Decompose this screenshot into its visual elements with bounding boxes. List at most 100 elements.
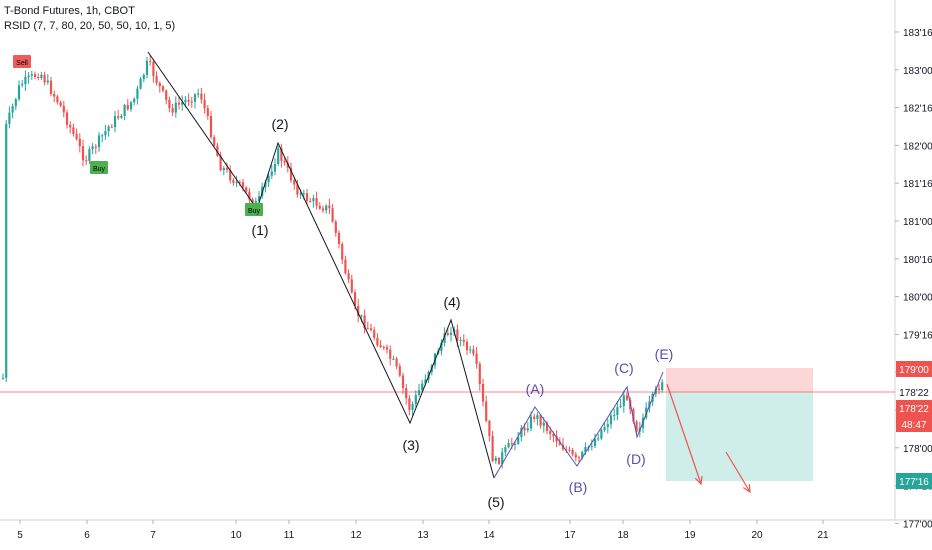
candle xyxy=(661,379,664,393)
candle xyxy=(53,90,56,103)
candle-body xyxy=(526,428,529,431)
candle xyxy=(235,175,238,188)
candle-body xyxy=(408,398,411,410)
x-tick-labels: 5 6 7 10 11 12 13 14 17 18 19 20 21 xyxy=(17,520,829,541)
candle xyxy=(30,70,33,80)
candle xyxy=(414,390,417,408)
candle-body xyxy=(648,401,651,408)
candle-body xyxy=(507,443,510,448)
candle xyxy=(357,299,360,323)
candle-body xyxy=(309,200,312,202)
candle xyxy=(21,80,24,88)
candle-body xyxy=(27,75,30,77)
candle xyxy=(113,110,117,133)
candle xyxy=(577,455,581,463)
candle xyxy=(200,87,203,104)
candle-body xyxy=(190,101,193,103)
candle-body xyxy=(14,99,17,107)
candle-body xyxy=(33,74,37,77)
buy-signal-label: Buy xyxy=(248,208,261,215)
candle xyxy=(232,178,235,186)
x-tick-label: 14 xyxy=(483,530,495,541)
candle xyxy=(568,446,571,453)
candle-body xyxy=(497,457,501,464)
candle xyxy=(347,269,350,284)
candle xyxy=(520,424,523,442)
candle-body xyxy=(341,244,344,260)
candle-body xyxy=(334,221,337,233)
candle-body xyxy=(373,330,376,338)
candle xyxy=(536,412,539,426)
candle-body xyxy=(56,96,59,103)
candle xyxy=(321,205,325,213)
candle-body xyxy=(120,115,123,118)
candle-body xyxy=(168,99,171,109)
wave-label: (A) xyxy=(526,381,545,397)
candle-body xyxy=(533,416,536,419)
candle xyxy=(411,401,414,416)
candle-body xyxy=(104,131,107,136)
candle-body xyxy=(21,84,24,86)
candle-body xyxy=(94,146,97,148)
candle-body xyxy=(229,169,232,181)
candle-body xyxy=(24,76,27,85)
candle xyxy=(206,105,209,120)
candle-body xyxy=(17,85,21,100)
candle xyxy=(379,340,382,349)
candle xyxy=(165,89,168,105)
candle xyxy=(561,437,565,451)
y-tick-label: 177'00 xyxy=(903,519,932,530)
candle-body xyxy=(286,162,289,168)
candle-body xyxy=(593,438,597,447)
candle-body xyxy=(574,454,577,458)
candle-body xyxy=(136,88,139,99)
sell-signal xyxy=(13,55,31,68)
candle xyxy=(309,197,312,203)
y-tick-label: 180'16 xyxy=(903,255,932,266)
candle xyxy=(123,103,126,121)
candle-body xyxy=(171,108,174,113)
buy-signal xyxy=(90,161,108,174)
candle xyxy=(545,420,549,435)
candle-body xyxy=(552,434,555,437)
candle xyxy=(593,433,597,448)
candle-body xyxy=(520,427,523,438)
candle xyxy=(392,355,395,361)
x-tick-label: 5 xyxy=(17,530,23,541)
x-tick-label: 20 xyxy=(751,530,763,541)
candle xyxy=(181,95,184,111)
candle-body xyxy=(200,93,203,100)
candle-body xyxy=(513,443,517,445)
candle xyxy=(350,274,353,294)
stop-price-badge xyxy=(896,473,932,489)
candle xyxy=(136,85,139,105)
candle-body xyxy=(53,93,56,97)
candle-body xyxy=(350,279,353,293)
candle-body xyxy=(539,415,542,426)
candle xyxy=(645,402,648,420)
candle xyxy=(469,345,472,354)
candle-body xyxy=(280,148,283,161)
candle xyxy=(120,113,123,119)
candle xyxy=(648,395,651,413)
sell-signal-label: Sell xyxy=(16,60,28,67)
candle xyxy=(197,88,200,98)
candle xyxy=(85,155,88,166)
candle-body xyxy=(85,160,88,162)
candle-body xyxy=(609,415,613,425)
x-tick-label: 6 xyxy=(84,530,90,541)
candle xyxy=(334,219,337,237)
candle xyxy=(369,323,373,332)
wave-label: (E) xyxy=(655,346,674,362)
corrective-wave-line xyxy=(493,371,664,479)
candle-body xyxy=(328,205,331,209)
candle-body xyxy=(581,451,584,458)
candle-body xyxy=(405,388,408,399)
candle-body xyxy=(264,182,267,188)
candle xyxy=(373,326,376,341)
candle-body xyxy=(177,102,181,105)
candle-body xyxy=(62,105,65,113)
candle-body xyxy=(296,184,299,195)
candle xyxy=(245,186,248,193)
